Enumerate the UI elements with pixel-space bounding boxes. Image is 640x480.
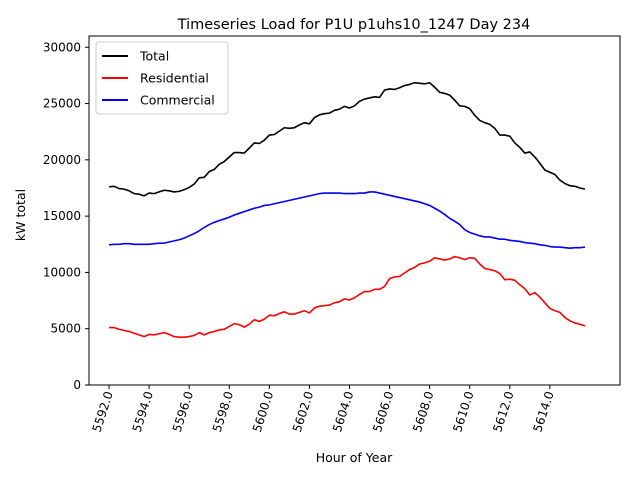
y-tick-label: 10000: [43, 265, 81, 279]
x-tick-label: 5602.0: [290, 390, 316, 434]
x-tick-label: 5594.0: [130, 390, 156, 434]
y-tick-label: 0: [73, 378, 81, 392]
x-tick-label: 5600.0: [250, 390, 276, 434]
y-tick-label: 25000: [43, 97, 81, 111]
legend-label-total: Total: [139, 49, 169, 64]
x-tick-label: 5596.0: [170, 390, 196, 434]
x-tick-label: 5606.0: [370, 390, 396, 434]
y-axis-label: kW total: [13, 189, 28, 241]
series-lines: [108, 81, 586, 338]
legend-box: [95, 41, 229, 115]
x-tick-label: 5608.0: [410, 390, 436, 434]
legend-label-residential: Residential: [140, 71, 209, 86]
series-line-commercial: [108, 191, 586, 250]
x-tick-label: 5598.0: [210, 390, 236, 434]
legend: Total Residential Commercial: [95, 41, 229, 115]
chart-title: Timeseries Load for P1U p1uhs10_1247 Day…: [177, 17, 531, 33]
x-tick-label: 5604.0: [330, 390, 356, 434]
y-tick-label: 5000: [50, 322, 81, 336]
plot-frame: [88, 35, 621, 386]
y-tick-label: 30000: [43, 40, 81, 54]
x-tick-label: 5614.0: [530, 390, 556, 434]
x-tick-label: 5592.0: [90, 390, 116, 434]
x-axis-label: Hour of Year: [316, 450, 393, 465]
y-tick-label: 15000: [43, 209, 81, 223]
series-line-total: [108, 81, 586, 197]
legend-label-commercial: Commercial: [140, 93, 215, 108]
x-tick-label: 5610.0: [450, 390, 476, 434]
y-tick-label: 20000: [43, 153, 81, 167]
series-line-residential: [109, 255, 586, 338]
x-tick-label: 5612.0: [490, 390, 516, 434]
